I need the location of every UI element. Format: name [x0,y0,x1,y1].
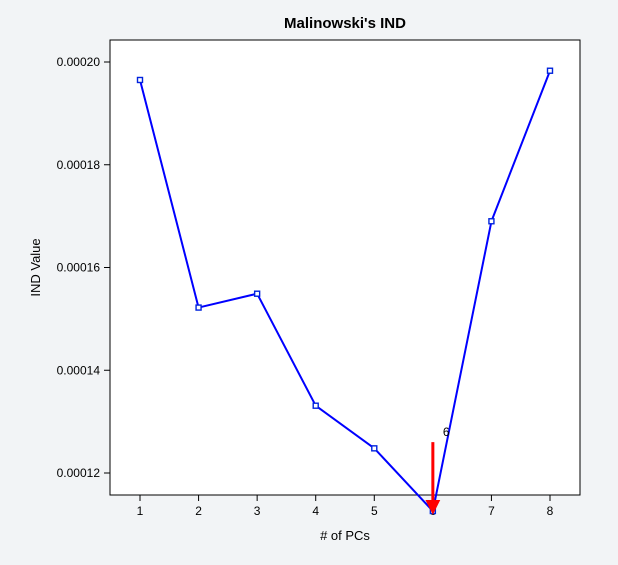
x-tick-label: 2 [195,504,202,518]
data-marker [430,509,435,514]
data-marker [196,305,201,310]
data-marker [138,77,143,82]
data-marker [313,403,318,408]
annotation-label: 6 [443,425,450,439]
y-tick-label: 0.00020 [57,55,101,69]
chart-svg: Malinowski's IND 1 2 3 4 5 6 7 8 # of PCs 0.00012 0… [0,0,618,565]
data-marker [372,446,377,451]
x-tick-label: 8 [547,504,554,518]
y-tick-label: 0.00016 [57,261,101,275]
x-tick-label: 5 [371,504,378,518]
x-tick-label: 7 [488,504,495,518]
x-axis-label: # of PCs [320,528,370,543]
x-tick-label: 4 [312,504,319,518]
data-marker [255,291,260,296]
y-axis-label: IND Value [28,238,43,296]
data-marker [548,68,553,73]
x-tick-label: 1 [137,504,144,518]
y-tick-label: 0.00012 [57,466,101,480]
x-tick-label: 3 [254,504,261,518]
y-tick-label: 0.00014 [57,363,101,377]
chart-title: Malinowski's IND [284,15,406,32]
y-tick-label: 0.00018 [57,158,101,172]
chart-figure: Malinowski's IND 1 2 3 4 5 6 7 8 # of PCs 0.00012 0… [0,0,618,565]
data-marker [489,219,494,224]
